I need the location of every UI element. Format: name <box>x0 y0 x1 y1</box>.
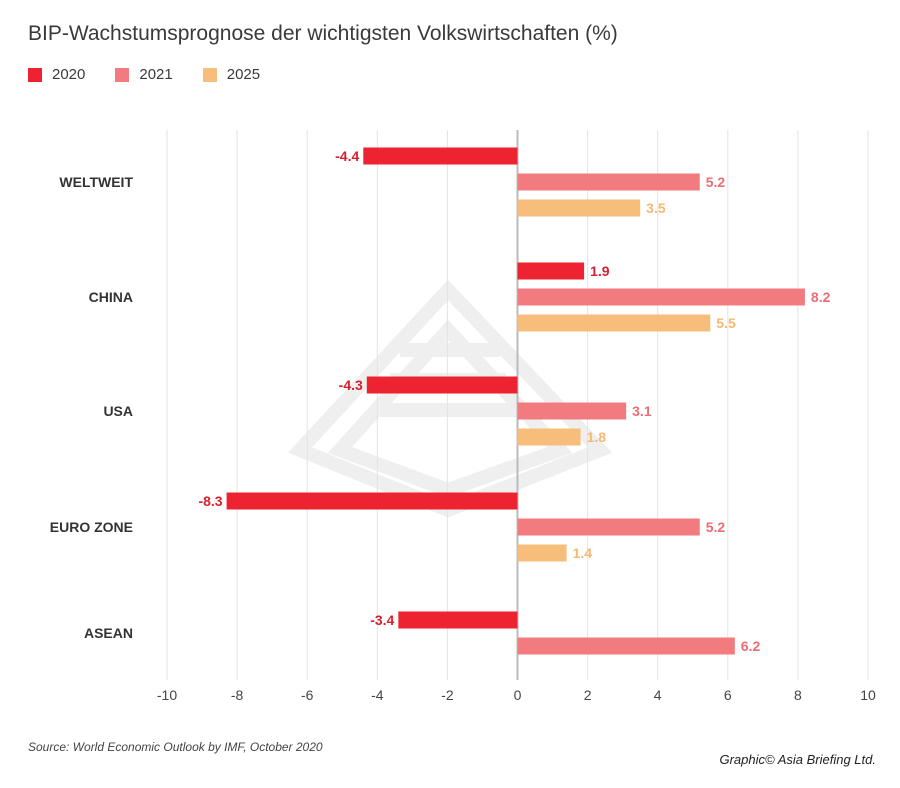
legend-swatch-2025 <box>202 67 217 82</box>
legend-label-2025: 2025 <box>226 66 261 83</box>
data-label: 5.2 <box>706 174 726 190</box>
bar-2021 <box>517 288 805 306</box>
data-label: 3.1 <box>632 403 652 419</box>
bar-2025 <box>517 428 581 446</box>
legend-swatch-2021 <box>115 67 130 82</box>
data-label: -4.3 <box>339 377 363 393</box>
bar-2020 <box>366 376 518 394</box>
data-label: 5.5 <box>716 315 736 331</box>
category-labels: WELTWEIT CHINA USA EURO ZONE ASEAN <box>50 174 134 641</box>
category-label: ASEAN <box>84 625 133 641</box>
legend-item-2020: 2020 <box>28 66 85 83</box>
x-tick-label: 8 <box>794 687 802 703</box>
category-label: CHINA <box>89 289 133 305</box>
data-label: 5.2 <box>706 519 726 535</box>
data-label: 8.2 <box>811 289 831 305</box>
data-label: 6.2 <box>741 638 761 654</box>
category-label: EURO ZONE <box>50 519 133 535</box>
category-label: WELTWEIT <box>59 174 133 190</box>
bar-2025 <box>517 544 567 562</box>
legend-swatch-2020 <box>28 67 42 82</box>
data-label: -8.3 <box>198 493 222 509</box>
data-label: 3.5 <box>646 200 666 216</box>
bar-2021 <box>517 518 700 536</box>
data-label: 1.9 <box>590 263 610 279</box>
x-tick-label: 10 <box>860 687 876 703</box>
value-labels: -4.4 5.2 3.5 1.9 8.2 5.5 -4.3 3.1 1.8 -8.3 5.2 1.4 -… <box>198 148 830 654</box>
legend-item-2025: 2025 <box>202 66 261 83</box>
data-label: -3.4 <box>370 612 394 628</box>
category-label: USA <box>103 403 133 419</box>
source-note: Source: World Economic Outlook by IMF, O… <box>28 740 323 754</box>
bar-2021 <box>517 173 700 191</box>
data-label: 1.4 <box>573 545 593 561</box>
x-tick-label: -10 <box>157 687 177 703</box>
x-axis-ticks: -10 -8 -6 -4 -2 0 2 4 6 8 10 <box>157 687 876 703</box>
x-tick-label: -8 <box>231 687 244 703</box>
x-tick-label: 2 <box>584 687 592 703</box>
bar-2021 <box>517 637 735 655</box>
data-label: 1.8 <box>587 429 607 445</box>
x-tick-label: -4 <box>371 687 384 703</box>
legend-label-2021: 2021 <box>139 66 173 83</box>
x-tick-label: 6 <box>724 687 732 703</box>
bar-2025 <box>517 199 641 217</box>
bars <box>226 147 805 655</box>
chart-title: BIP-Wachstumsprognose der wichtigsten Vo… <box>28 22 618 45</box>
x-tick-label: 4 <box>654 687 662 703</box>
legend-item-2021: 2021 <box>115 66 173 83</box>
x-tick-label: 0 <box>514 687 522 703</box>
credit-note: Graphic© Asia Briefing Ltd. <box>719 752 876 767</box>
legend: 2020 2021 2025 <box>28 66 260 83</box>
data-label: -4.4 <box>335 148 359 164</box>
bar-2020 <box>517 262 585 280</box>
bar-2020 <box>398 611 518 629</box>
legend-label-2020: 2020 <box>52 66 86 83</box>
x-tick-label: -6 <box>301 687 314 703</box>
bar-2025 <box>517 314 711 332</box>
bar-2021 <box>517 402 627 420</box>
bar-2020 <box>226 492 518 510</box>
bar-2020 <box>363 147 518 165</box>
x-tick-label: -2 <box>441 687 454 703</box>
